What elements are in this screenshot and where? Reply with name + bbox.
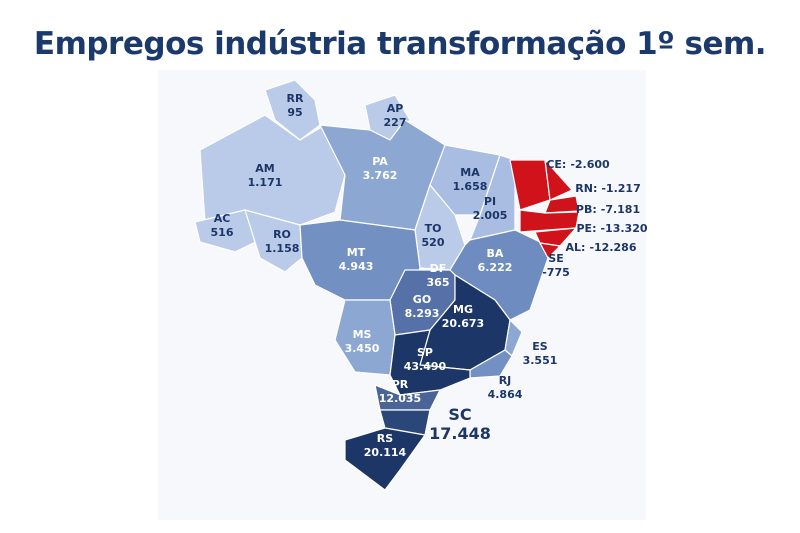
state-label: CE: -2.600	[546, 158, 610, 171]
state-value: 1.171	[248, 176, 283, 189]
state-label: RJ 4.864	[488, 374, 523, 401]
state-code: AL:	[566, 241, 586, 254]
state-value: 8.293	[405, 307, 440, 320]
state-code: AM	[255, 162, 274, 175]
state-label: SP 43.490	[404, 346, 447, 373]
state-label: SC 17.448	[429, 405, 491, 443]
state-value: 20.673	[442, 317, 484, 330]
state-code: PI	[484, 195, 496, 208]
state-code: PB:	[576, 203, 597, 216]
state-value: 95	[287, 106, 302, 119]
state-code: RS	[377, 432, 393, 445]
state-shape	[519, 209, 580, 233]
state-label: DF 365	[427, 262, 450, 289]
state-label: RR 95	[287, 92, 304, 119]
state-value: 1.158	[265, 242, 300, 255]
state-label: TO 520	[422, 222, 445, 249]
state-label: PA 3.762	[363, 155, 398, 182]
state-value: -2.600	[570, 158, 610, 171]
state-value: 1.658	[453, 180, 488, 193]
state-code: SE	[548, 252, 563, 265]
state-value: 43.490	[404, 360, 447, 373]
state-value: 4.943	[339, 260, 374, 273]
state-value: 227	[384, 116, 407, 129]
state-value: -1.217	[601, 182, 640, 195]
state-code: ES	[532, 340, 548, 353]
state-code: MS	[353, 328, 372, 341]
state-value: 17.448	[429, 424, 491, 443]
title: Empregos indústria transformação 1º sem.	[33, 26, 767, 62]
state-value: -13.320	[600, 222, 647, 235]
state-code: PE:	[577, 222, 597, 235]
state-code: GO	[413, 293, 431, 306]
state-label: SE -775	[542, 252, 570, 279]
state-code: RR	[287, 92, 304, 105]
state-code: MT	[347, 246, 366, 259]
state-value: 3.762	[363, 169, 398, 182]
state-label: AC 516	[211, 212, 234, 239]
state-value: 520	[422, 236, 445, 249]
state-code: BA	[487, 247, 504, 260]
state-label: PR 12.035	[379, 378, 421, 405]
state-value: 3.551	[523, 354, 558, 367]
state-code: SP	[417, 346, 433, 359]
state-code: CE:	[546, 158, 566, 171]
state-code: RJ	[499, 374, 512, 387]
state-label: MG 20.673	[442, 303, 484, 330]
state-code: PA	[372, 155, 388, 168]
state-shape	[544, 159, 573, 201]
state-shape	[344, 427, 426, 491]
state-code: RO	[273, 228, 291, 241]
state-value: 4.864	[488, 388, 523, 401]
state-code: MA	[460, 166, 480, 179]
state-code: AC	[214, 212, 231, 225]
state-value: 3.450	[345, 342, 380, 355]
state-shape	[429, 144, 501, 216]
state-label: MT 4.943	[339, 246, 374, 273]
state-value: 20.114	[364, 446, 407, 459]
state-code: PR	[392, 378, 409, 391]
state-label: AP 227	[384, 102, 407, 129]
state-shape	[539, 242, 561, 259]
state-label: AM 1.171	[248, 162, 283, 189]
state-shape	[374, 384, 441, 411]
state-label: MS 3.450	[345, 328, 380, 355]
state-label: BA 6.222	[478, 247, 513, 274]
state-code: AP	[387, 102, 404, 115]
state-shape	[244, 209, 303, 273]
state-value: 6.222	[478, 261, 513, 274]
state-label: ES 3.551	[523, 340, 558, 367]
state-code: RN:	[575, 182, 597, 195]
state-value: -775	[542, 266, 570, 279]
state-shape	[544, 195, 580, 214]
state-label: RN: -1.217	[575, 182, 640, 195]
state-value: -12.286	[589, 241, 636, 254]
state-value: -7.181	[601, 203, 640, 216]
state-label: PI 2.005	[473, 195, 508, 222]
state-code: DF	[430, 262, 447, 275]
state-value: 516	[211, 226, 234, 239]
state-label: GO 8.293	[405, 293, 440, 320]
state-code: SC	[448, 405, 471, 424]
state-label: MA 1.658	[453, 166, 488, 193]
state-label: RS 20.114	[364, 432, 407, 459]
state-value: 365	[427, 276, 450, 289]
state-value: 12.035	[379, 392, 421, 405]
state-label: AL: -12.286	[566, 241, 637, 254]
state-code: MG	[453, 303, 473, 316]
state-label: RO 1.158	[265, 228, 300, 255]
state-code: TO	[425, 222, 442, 235]
state-label: PE: -13.320	[577, 222, 648, 235]
state-label: PB: -7.181	[576, 203, 640, 216]
state-value: 2.005	[473, 209, 508, 222]
